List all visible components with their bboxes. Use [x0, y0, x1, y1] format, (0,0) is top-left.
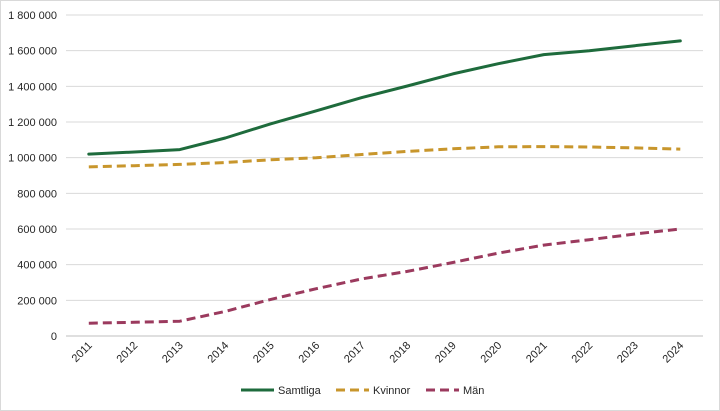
series-lines: [87, 39, 682, 325]
y-tick-label: 0: [51, 331, 57, 343]
x-tick-label: 2012: [115, 340, 141, 366]
gridlines: [66, 14, 703, 301]
y-tick-label: 600 000: [17, 224, 57, 236]
x-tick-label: 2016: [297, 340, 323, 366]
x-tick-label: 2022: [570, 340, 596, 366]
legend-label-1: Kvinnor: [373, 385, 411, 397]
x-tick-label: 2013: [160, 340, 186, 366]
y-tick-label: 1 600 000: [8, 46, 57, 58]
y-tick-label: 800 000: [17, 188, 57, 200]
x-tick-label: 2021: [524, 340, 550, 366]
x-tick-label: 2014: [206, 340, 232, 366]
x-tick-label: 2023: [615, 340, 641, 366]
x-tick-label: 2024: [661, 340, 687, 366]
x-tick-label: 2011: [70, 340, 95, 365]
x-tick-label: 2018: [388, 340, 414, 366]
x-tick-label: 2020: [479, 340, 505, 366]
y-axis-tick-labels: 0 200 000 400 000 600 000 800 000 1 000 000 1 …: [8, 10, 57, 343]
series-line-2: [88, 227, 681, 325]
legend: Samtliga Kvinnor Män: [241, 385, 484, 397]
x-axis-tick-labels: 2011 2012 2013 2014 2015 2016 2017 2018 2019 2020…: [70, 340, 687, 366]
x-tick-label: 2019: [433, 340, 459, 366]
legend-label-0: Samtliga: [278, 385, 322, 397]
y-tick-label: 1 200 000: [8, 117, 57, 129]
y-tick-label: 1 400 000: [8, 81, 57, 93]
series-line-1: [88, 145, 681, 169]
y-tick-label: 1 800 000: [8, 10, 57, 22]
y-tick-label: 1 000 000: [8, 153, 57, 165]
x-tick-label: 2017: [342, 340, 368, 366]
series-line-0: [87, 39, 682, 156]
y-tick-label: 200 000: [17, 295, 57, 307]
y-tick-label: 400 000: [17, 260, 57, 272]
legend-label-2: Män: [463, 385, 484, 397]
x-tick-label: 2015: [251, 340, 277, 366]
